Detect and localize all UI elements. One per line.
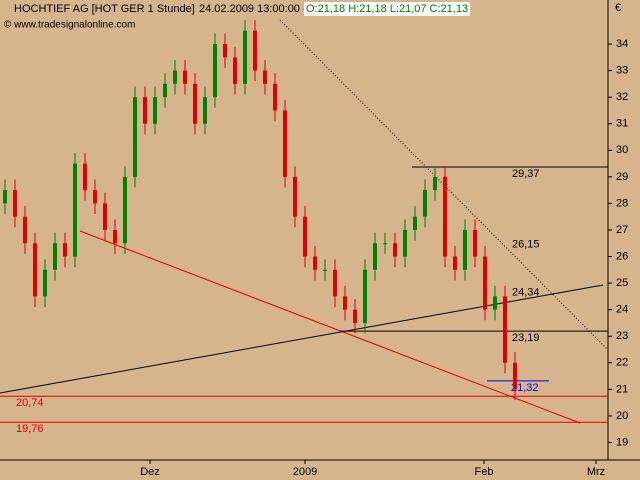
candle-body (333, 269, 337, 297)
level-label: 23,19 (512, 332, 540, 344)
candle-body (153, 97, 157, 124)
candle-body (353, 309, 357, 323)
trend-line (79, 230, 581, 424)
candle-body (283, 110, 287, 177)
y-tick-label: 27 (616, 224, 628, 236)
candle-body (413, 216, 417, 230)
candle-body (343, 296, 347, 310)
candle-body (253, 30, 257, 71)
candle-body (233, 57, 237, 84)
level-label: 29,37 (512, 168, 540, 180)
subtitle: © www.tradesignalonline.com (4, 20, 135, 31)
candle-body (163, 83, 167, 98)
candle-body (443, 176, 447, 257)
y-tick-label: 26 (616, 250, 628, 262)
candle-body (503, 296, 507, 363)
candle-body (143, 97, 147, 124)
candle-body (213, 44, 217, 98)
trend-line (0, 284, 604, 394)
y-tick-label: 30 (616, 144, 628, 156)
candle-body (123, 176, 127, 244)
candle-body (193, 83, 197, 124)
candle-body (493, 296, 497, 310)
candle-body (223, 44, 227, 58)
candle-body (273, 83, 277, 111)
candle-body (113, 229, 117, 244)
trend-line (279, 19, 609, 351)
candle-body (363, 269, 367, 323)
candle-body (63, 243, 67, 257)
y-tick-label: 23 (616, 330, 628, 342)
y-tick-label: 25 (616, 277, 628, 289)
y-tick-label: 31 (616, 118, 628, 130)
y-tick-label: 34 (616, 38, 628, 50)
candle-body (83, 163, 87, 191)
candle-body (453, 256, 457, 270)
candle-body (403, 229, 407, 257)
candle-body (383, 243, 387, 245)
y-tick-label: 32 (616, 91, 628, 103)
candle-body (323, 269, 327, 271)
y-tick-label: 28 (616, 197, 628, 209)
candle-body (53, 243, 57, 270)
ohlc-box (304, 2, 470, 16)
ohlc: O:21,18 H:21,18 L:21,07 C:21,13 (306, 3, 468, 15)
candle-body (373, 243, 377, 270)
x-tick-label: Feb (475, 466, 494, 478)
candle-body (73, 163, 77, 257)
y-tick-label: 24 (616, 304, 628, 316)
chart-title: HOCHTIEF AG [HOT GER 1 Stunde] (14, 3, 195, 15)
level-label: 26,15 (512, 238, 540, 250)
level-label: 19,76 (16, 423, 44, 435)
level-label: 21,32 (511, 382, 539, 394)
y-tick-label: 22 (616, 357, 628, 369)
datetime: 24.02.2009 13:00:00 - (199, 3, 307, 15)
y-tick-label: 29 (616, 171, 628, 183)
level-label: 24,34 (512, 287, 540, 299)
candle-body (423, 190, 427, 217)
candle-body (173, 70, 177, 84)
y-tick-label: 19 (616, 436, 628, 448)
candle-body (243, 30, 247, 84)
candle-body (473, 229, 477, 257)
candle-body (183, 70, 187, 84)
x-tick-label: Mrz (587, 466, 605, 478)
candle-body (203, 97, 207, 124)
level-label: 20,74 (16, 397, 44, 409)
candle-body (13, 190, 17, 217)
candle-body (463, 229, 467, 270)
candle-body (93, 190, 97, 204)
x-tick-label: Dez (140, 466, 160, 478)
candle-body (313, 256, 317, 270)
x-tick-label: 2009 (293, 466, 317, 478)
candle-body (133, 97, 137, 177)
candle-body (393, 243, 397, 257)
candle-body (263, 70, 267, 84)
candle-body (513, 362, 517, 390)
candle-body (293, 176, 297, 217)
y-tick-label: 33 (616, 65, 628, 77)
candle-body (3, 190, 7, 204)
y-tick-label: 20 (616, 410, 628, 422)
candle-body (23, 216, 27, 244)
currency: € (615, 2, 621, 14)
candle-body (433, 176, 437, 191)
candle-body (33, 243, 37, 297)
candle-body (483, 256, 487, 310)
candle-body (303, 216, 307, 257)
candle-body (103, 203, 107, 230)
y-tick-label: 21 (616, 383, 628, 395)
candle-body (43, 269, 47, 297)
